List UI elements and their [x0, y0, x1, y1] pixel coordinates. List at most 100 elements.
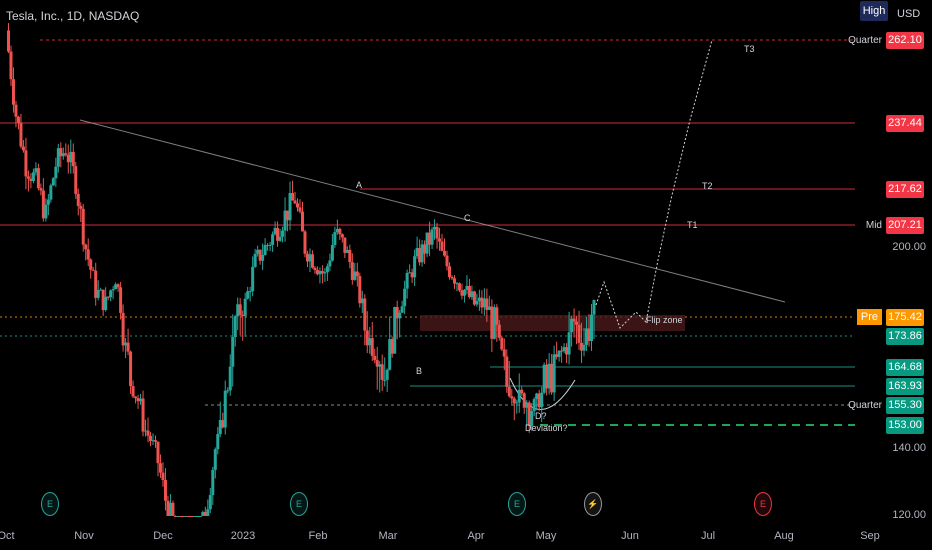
- candle-body: [64, 153, 68, 155]
- candle-body: [445, 255, 449, 267]
- candle-body: [358, 276, 362, 304]
- candle-body: [89, 259, 93, 270]
- candle-body: [565, 347, 569, 355]
- candle-body: [278, 236, 282, 241]
- candle-body: [288, 193, 292, 221]
- candle-body: [153, 440, 157, 442]
- candle-body: [243, 298, 247, 317]
- candle-body: [183, 516, 187, 517]
- candle-body: [24, 150, 28, 177]
- deviation-curve: [509, 377, 576, 410]
- candle-body: [592, 300, 596, 315]
- candle-body: [6, 30, 10, 52]
- candle-body: [39, 188, 43, 191]
- candle-body: [462, 289, 466, 296]
- candle-body: [325, 266, 329, 273]
- candle-body: [525, 402, 529, 408]
- candle-body: [443, 250, 447, 256]
- candle-body: [562, 347, 566, 352]
- candle-body: [201, 511, 205, 516]
- candle-body: [310, 254, 314, 268]
- candle-body: [109, 290, 113, 298]
- x-tick-label: Feb: [308, 530, 328, 542]
- candle-body: [355, 271, 359, 277]
- candle-body: [211, 469, 215, 496]
- candle-body: [428, 232, 432, 245]
- annotation-d: D?: [535, 411, 547, 421]
- candle-body: [261, 254, 265, 261]
- x-tick-label: 2023: [230, 530, 256, 542]
- candle-body: [490, 306, 494, 339]
- candle-body: [425, 232, 429, 254]
- earnings-event-icon[interactable]: E: [508, 492, 526, 516]
- candle-body: [21, 146, 25, 151]
- price-tag: 163.93: [886, 378, 924, 395]
- candle-body: [146, 430, 150, 436]
- candle-body: [101, 289, 105, 311]
- candle-body: [11, 79, 15, 105]
- price-tag: 155.30: [886, 397, 924, 414]
- candle-body: [276, 227, 280, 241]
- earnings-event-icon[interactable]: E: [754, 492, 772, 516]
- candle-body: [126, 342, 130, 352]
- price-tag: 153.00: [886, 417, 924, 434]
- candle-body: [440, 241, 444, 251]
- candle-body: [238, 304, 242, 315]
- candle-body: [241, 314, 245, 317]
- candle-body: [268, 244, 272, 246]
- candle-body: [198, 516, 202, 517]
- candle-body: [188, 516, 192, 517]
- price-tag: 217.62: [886, 181, 924, 198]
- candle-body: [139, 398, 143, 402]
- candle-body: [196, 516, 200, 517]
- price-tag: 173.86: [886, 328, 924, 345]
- candle-body: [502, 349, 506, 357]
- candle-body: [223, 390, 227, 428]
- candle-body: [41, 190, 45, 219]
- high-toggle-button[interactable]: High: [860, 1, 888, 21]
- candle-body: [228, 366, 232, 391]
- candle-body: [370, 338, 374, 356]
- earnings-event-icon[interactable]: E: [41, 492, 59, 516]
- candle-body: [547, 363, 551, 389]
- price-tag-label: Pre: [856, 309, 882, 325]
- candle-body: [452, 278, 456, 284]
- candle-body: [520, 389, 524, 394]
- candle-body: [505, 356, 509, 387]
- price-tag-label: Mid: [865, 220, 882, 231]
- annotation-t3: T3: [744, 44, 755, 54]
- x-tick-label: Dec: [153, 530, 173, 542]
- candle-body: [545, 364, 549, 389]
- x-tick-label: May: [535, 530, 557, 542]
- annotation-b: B: [416, 366, 423, 376]
- candle-body: [333, 232, 337, 246]
- candle-body: [256, 249, 260, 254]
- currency-label[interactable]: USD: [897, 8, 921, 20]
- candle-body: [340, 234, 344, 238]
- candle-body: [560, 350, 564, 352]
- candle-body: [497, 324, 501, 338]
- candle-body: [248, 291, 252, 293]
- candle-body: [555, 354, 559, 357]
- candle-body: [320, 271, 324, 274]
- annotation-a: A: [356, 180, 363, 190]
- candle-body: [258, 249, 262, 261]
- candle-body: [273, 227, 277, 235]
- candle-body: [171, 502, 175, 516]
- annotation-t2: T2: [702, 181, 713, 191]
- split-event-icon[interactable]: ⚡: [584, 492, 602, 516]
- candle-body: [71, 151, 75, 167]
- price-tag: 262.10: [886, 32, 924, 49]
- candle-body: [134, 396, 138, 399]
- x-tick-label: Jul: [700, 530, 716, 542]
- candle-body: [420, 244, 424, 263]
- candle-body: [438, 238, 442, 242]
- earnings-event-icon[interactable]: E: [290, 492, 308, 516]
- price-tag-label: Quarter: [848, 35, 882, 46]
- candle-body: [345, 249, 349, 253]
- candle-body: [253, 253, 257, 267]
- candle-body: [34, 168, 38, 173]
- candle-body: [465, 285, 469, 290]
- y-tick-label: 120.00: [892, 509, 926, 521]
